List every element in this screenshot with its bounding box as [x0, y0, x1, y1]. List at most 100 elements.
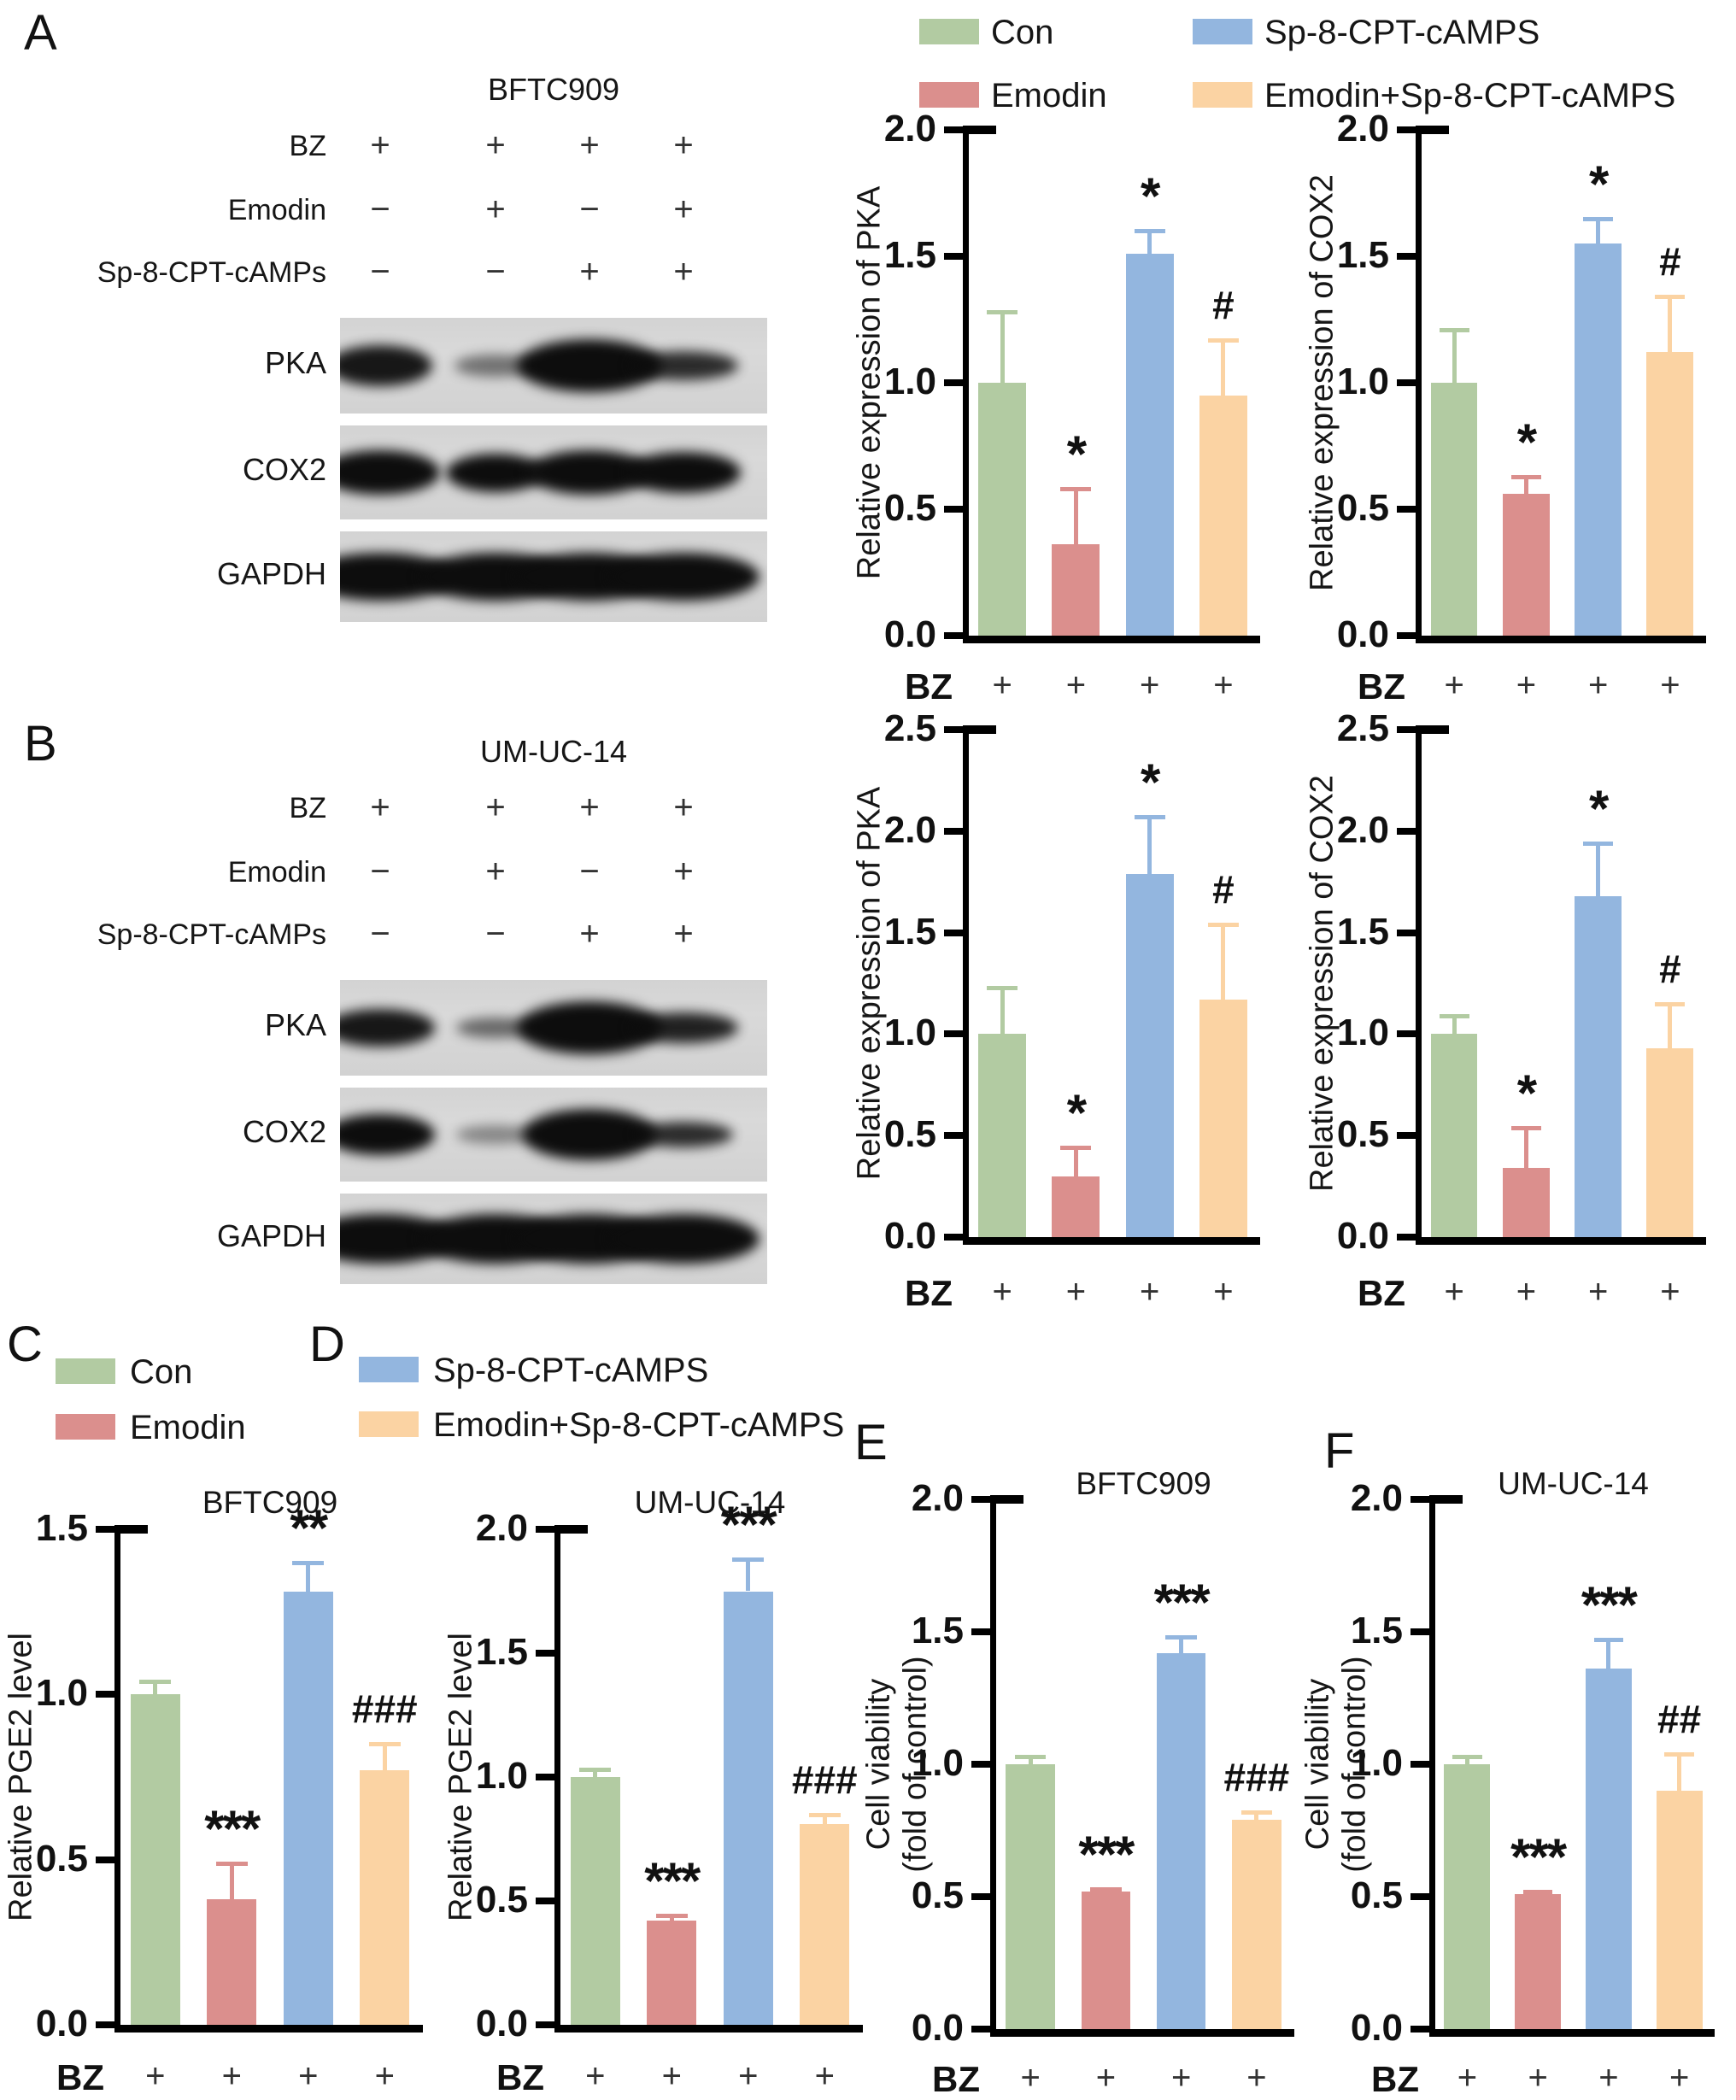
- y-tick-mark: [1397, 379, 1418, 386]
- chart-e-viability-bftc909: BFTC909 Cell viability (fold of control) 0.…: [860, 1452, 1316, 2099]
- blot-condition-sign: −: [579, 853, 600, 890]
- legend-swatch-emodin-sp8: [1193, 82, 1252, 108]
- bar-emodin-sp-8-cpt-camps: [1199, 1000, 1247, 1237]
- blot-condition-label: BZ: [289, 792, 326, 824]
- error-bar-cap: [215, 1861, 248, 1866]
- x-axis-line: [554, 2025, 863, 2033]
- y-tick-label: 2.0: [1336, 108, 1389, 150]
- x-sign: +: [1095, 2059, 1117, 2097]
- error-bar-stem: [1000, 312, 1005, 383]
- y-axis-line: [1416, 725, 1422, 1241]
- x-sign: +: [992, 1273, 1012, 1311]
- error-bar-cap: [1664, 1751, 1694, 1757]
- error-bar-cap: [1439, 327, 1469, 332]
- bar-emodin-sp-8-cpt-camps: [1646, 352, 1694, 636]
- error-bar-stem: [1179, 1637, 1184, 1653]
- chart-f-viability-um-uc-14: UM-UC-14 Cell viability (fold of control) 0…: [1299, 1452, 1736, 2099]
- error-bar-cap: [1060, 1146, 1092, 1151]
- significance-label: *: [1066, 1084, 1087, 1142]
- bar-con: [1006, 1764, 1055, 2029]
- blot-band: [340, 553, 457, 601]
- legend-swatch-emodin: [56, 1414, 115, 1440]
- y-tick-label: 2.5: [1336, 707, 1389, 749]
- significance-label: ***: [1153, 1574, 1211, 1632]
- y-tick-mark: [1397, 506, 1418, 513]
- blot-membrane: [340, 1088, 767, 1182]
- error-bar-stem: [1668, 1003, 1673, 1049]
- y-tick-mark: [944, 632, 965, 639]
- x-sign: +: [1213, 666, 1234, 704]
- blot-band: [516, 1000, 663, 1055]
- x-axis-line: [963, 1237, 1260, 1245]
- y-tick-label: 1.5: [1336, 910, 1389, 953]
- error-bar-stem: [1254, 1811, 1259, 1821]
- y-tick-label: 0.5: [1336, 1113, 1389, 1156]
- blot-condition-label: Emodin: [227, 194, 326, 226]
- blot-condition-sign: +: [485, 853, 506, 890]
- legend-label-sp8: Sp-8-CPT-cAMPS: [433, 1352, 709, 1389]
- x-sign: +: [1444, 666, 1464, 704]
- error-bar-stem: [822, 1814, 827, 1825]
- significance-label: ***: [720, 1495, 777, 1553]
- y-tick-label: 2.0: [1350, 1477, 1403, 1519]
- y-tick-label: 1.0: [883, 361, 936, 402]
- y-axis-line: [990, 1495, 996, 2033]
- y-tick-label: 1.5: [883, 234, 936, 276]
- blot-band: [340, 1114, 436, 1155]
- blot-condition-sign: +: [673, 126, 694, 164]
- blot-condition-sign: −: [579, 191, 600, 228]
- blot-band: [340, 1213, 457, 1264]
- blot-membrane: [340, 318, 767, 414]
- x-axis-label: BZ: [496, 2057, 544, 2097]
- chart-title: UM-UC-14: [634, 1485, 786, 1520]
- blot-condition-sign: −: [370, 915, 390, 953]
- y-tick-mark: [1410, 2026, 1432, 2033]
- error-bar-stem: [1452, 329, 1457, 383]
- error-bar-cap: [1593, 1638, 1624, 1643]
- error-bar-cap: [368, 1742, 401, 1747]
- y-tick-label: 1.0: [911, 1742, 964, 1784]
- y-axis-top-serif: [965, 126, 996, 134]
- bar-con: [978, 383, 1027, 636]
- y-tick-mark: [944, 379, 965, 386]
- legend-label-emodin: Emodin: [130, 1409, 246, 1446]
- blot-band-label: COX2: [242, 452, 326, 487]
- error-bar-stem: [1147, 817, 1152, 874]
- x-axis-label: BZ: [1371, 2059, 1419, 2099]
- bar-sp-8-cpt-camps: [1125, 254, 1174, 636]
- y-tick-label: 1.0: [1350, 1742, 1403, 1784]
- error-bar-cap: [1134, 229, 1165, 234]
- blot-condition-sign: +: [370, 126, 390, 164]
- y-axis-top-serif: [1432, 1495, 1463, 1504]
- blot-band: [456, 1018, 535, 1038]
- error-bar-cap: [1060, 487, 1092, 492]
- y-tick-mark: [1397, 253, 1418, 260]
- y-tick-mark: [1410, 1628, 1432, 1635]
- blot-band: [628, 1012, 739, 1043]
- legend-label-con: Con: [130, 1353, 193, 1391]
- x-axis-label: BZ: [56, 2057, 104, 2097]
- y-tick-mark: [1410, 1761, 1432, 1768]
- y-tick-label: 1.0: [883, 1012, 936, 1054]
- error-bar-stem: [1596, 218, 1601, 244]
- error-bar-stem: [1596, 843, 1601, 896]
- x-sign: +: [1516, 1273, 1537, 1311]
- y-tick-mark: [1397, 126, 1418, 133]
- y-tick-label: 1.0: [475, 1755, 528, 1797]
- y-tick-label: 0.5: [911, 1874, 964, 1916]
- error-bar-stem: [1452, 1016, 1457, 1035]
- y-tick-label: 1.5: [1350, 1610, 1403, 1651]
- significance-label: #: [1659, 239, 1681, 284]
- y-tick-label: 0.0: [883, 613, 936, 655]
- y-axis-line: [1429, 1495, 1435, 2033]
- x-sign: +: [814, 2057, 835, 2095]
- y-tick-mark: [971, 1893, 993, 1900]
- blot-band-label: COX2: [242, 1114, 326, 1149]
- blot-condition-sign: +: [485, 789, 506, 826]
- blot-condition-sign: +: [673, 853, 694, 890]
- x-sign: +: [374, 2057, 395, 2095]
- bar-emodin: [1502, 494, 1550, 636]
- x-sign: +: [1660, 1273, 1680, 1311]
- error-bar-stem: [382, 1744, 387, 1771]
- error-bar-cap: [1439, 1014, 1469, 1019]
